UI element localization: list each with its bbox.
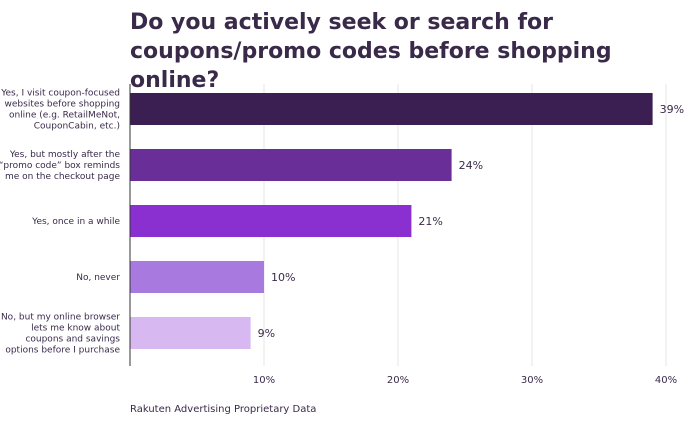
category-label-line: coupons and savings [25, 335, 120, 345]
value-label: 9% [258, 327, 275, 340]
category-label-line: me on the checkout page [5, 172, 120, 182]
x-tick-label: 30% [521, 375, 543, 386]
category-label-line: Yes, but mostly after the [9, 150, 121, 160]
category-label-line: options before I purchase [5, 346, 120, 356]
category-label: Yes, I visit coupon-focused websites befo… [0, 89, 120, 132]
value-labels: 39% 24% 21% 10% 9% [258, 103, 684, 340]
x-tick-label: 40% [655, 375, 677, 386]
category-label-line: CouponCabin, etc.) [34, 122, 120, 132]
category-labels: Yes, I visit coupon-focused websites befo… [0, 89, 120, 356]
category-label-line: No, but my online browser [1, 313, 120, 323]
x-tick-label: 20% [387, 375, 409, 386]
bar [130, 317, 251, 349]
x-tick-label: 10% [253, 375, 275, 386]
category-label-line: “promo code” box reminds [0, 161, 120, 171]
value-label: 21% [418, 215, 442, 228]
chart-title-line: coupons/promo codes before shopping onli… [130, 39, 612, 93]
category-label-line: Yes, I visit coupon-focused [0, 89, 120, 99]
category-label: Yes, but mostly after the “promo code” bo… [0, 150, 120, 182]
bar [130, 93, 653, 125]
chart-title: Do you actively seek or search for coupo… [130, 8, 680, 95]
category-label-line: No, never [76, 273, 120, 283]
value-label: 10% [271, 271, 295, 284]
x-tick-labels: 10% 20% 30% 40% [253, 375, 677, 386]
category-label: Yes, once in a while [31, 217, 120, 227]
category-label: No, never [76, 273, 120, 283]
value-label: 24% [459, 159, 483, 172]
category-label: No, but my online browser lets me know ab… [1, 313, 121, 356]
bar [130, 205, 412, 237]
bar [130, 261, 264, 293]
bar [130, 149, 452, 181]
chart-title-line: Do you actively seek or search for [130, 10, 554, 35]
category-label-line: websites before shopping [5, 100, 120, 110]
category-label-line: lets me know about [31, 324, 120, 334]
source-note: Rakuten Advertising Proprietary Data [130, 404, 317, 415]
bars [130, 93, 653, 349]
value-label: 39% [660, 103, 684, 116]
category-label-line: Yes, once in a while [31, 217, 120, 227]
category-label-line: online (e.g. RetailMeNot, [9, 111, 120, 121]
grid-lines [263, 84, 667, 366]
